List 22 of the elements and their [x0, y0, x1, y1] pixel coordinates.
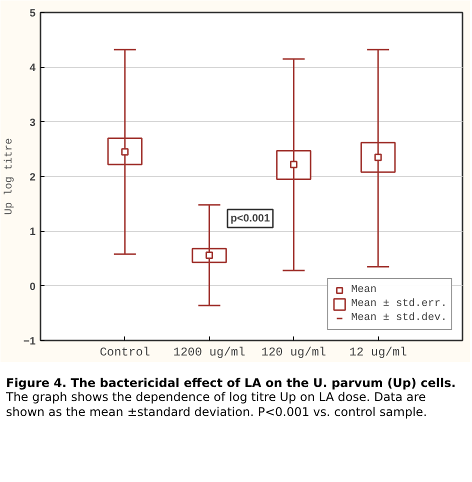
text: The graph shows the dependence of log titre Up on LA dose. Data are shown as the mean ±standard deviation. P<0.001 vs. control sample. — [6, 390, 428, 419]
text: Figure 4. The bactericidal effect of LA on the U. parvum (Up) cells. — [6, 376, 456, 390]
y-tick-label: 4 — [30, 62, 36, 74]
legend-label: Mean ± std.err. — [351, 298, 447, 310]
y-tick-label: 0 — [30, 280, 36, 293]
point — [290, 160, 298, 168]
y-tick-label: 1 — [30, 226, 36, 238]
point — [121, 148, 129, 156]
y-tick-label: 5 — [30, 8, 36, 20]
y-tick-label: −1 — [23, 336, 36, 348]
y-axis-title: Up log titre — [3, 138, 16, 215]
annotation: p<0.001 — [230, 212, 270, 224]
legend-label: Mean ± std.dev. — [351, 312, 447, 324]
point — [206, 251, 214, 259]
y-tick-label: 2 — [30, 172, 36, 184]
x-tick-label: 12 ug/ml — [349, 346, 407, 360]
point — [374, 154, 382, 162]
x-tick-label: Control — [100, 346, 150, 360]
y-tick-label: 3 — [30, 116, 36, 129]
x-tick-label: 120 ug/ml — [261, 346, 326, 360]
legend-label: Mean — [351, 284, 377, 296]
x-tick-label: 1200 ug/ml — [173, 346, 246, 360]
